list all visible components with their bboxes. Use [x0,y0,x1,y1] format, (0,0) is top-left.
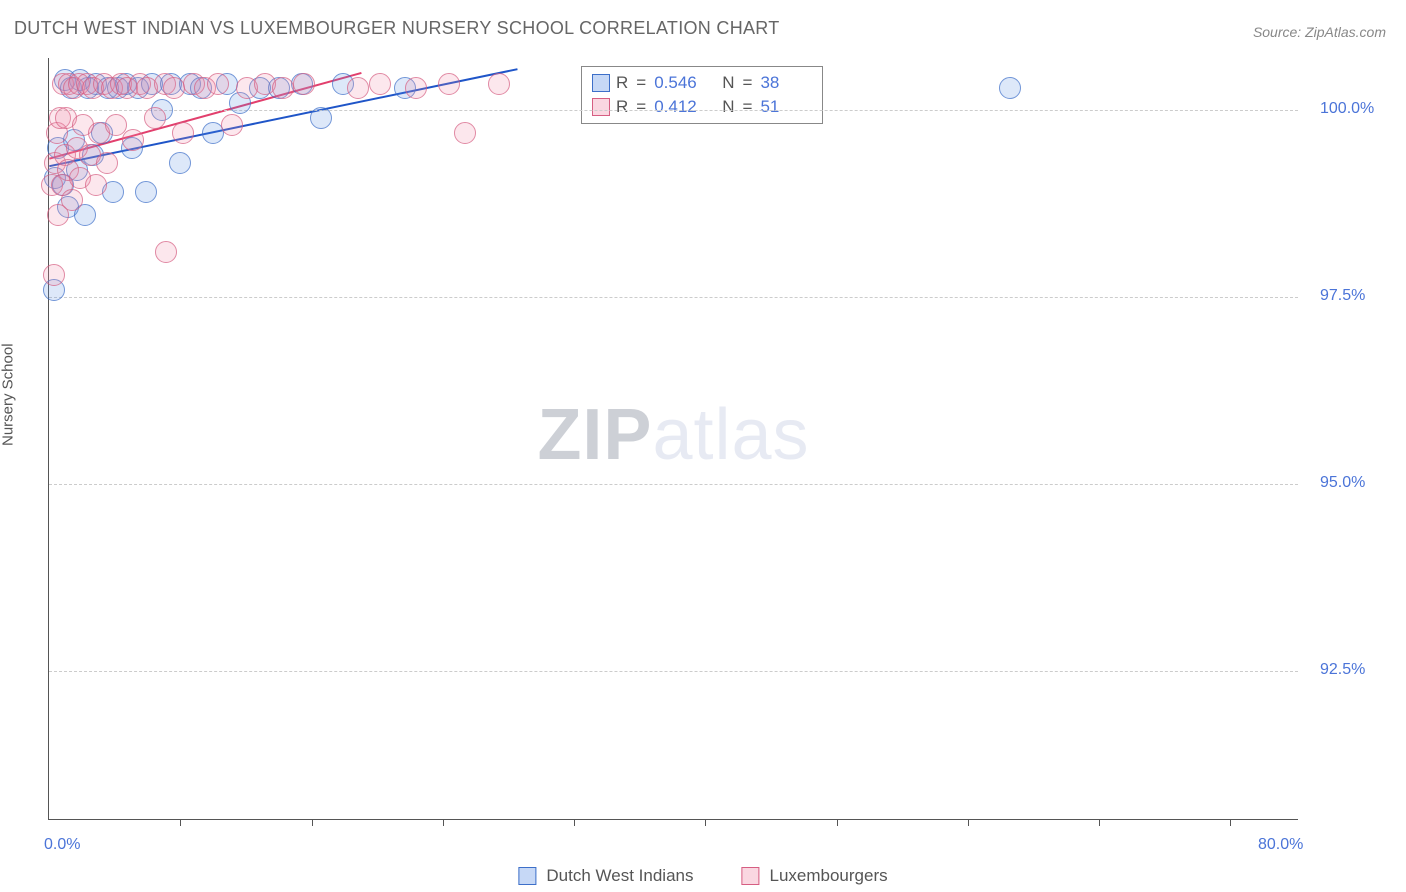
legend-stats-row: R= 0.546 N= 38 [592,71,812,95]
gridline-h [49,671,1298,672]
data-point [488,73,510,95]
legend-swatch [518,867,536,885]
data-point [221,114,243,136]
legend-label: Dutch West Indians [546,866,693,886]
x-tick [312,819,313,826]
legend-stats-row: R= 0.412 N= 51 [592,95,812,119]
legend-r-value: 0.412 [654,97,706,117]
legend-stats-box: R= 0.546 N= 38 R= 0.412 N= 51 [581,66,823,124]
legend-swatch [592,98,610,116]
y-axis-label: Nursery School [0,343,17,446]
watermark: ZIPatlas [537,393,809,475]
y-tick-label: 95.0% [1320,474,1365,492]
data-point [207,73,229,95]
data-point [369,73,391,95]
source-attribution: Source: ZipAtlas.com [1253,24,1386,40]
x-tick [705,819,706,826]
trend-lines [49,58,1298,819]
legend-n-value: 38 [760,73,812,93]
data-point [272,77,294,99]
data-point [310,107,332,129]
data-point [999,77,1021,99]
data-point [85,174,107,196]
data-point [172,122,194,144]
legend-r-label: R [616,97,628,117]
legend-n-value: 51 [760,97,812,117]
chart-title: DUTCH WEST INDIAN VS LUXEMBOURGER NURSER… [14,18,780,39]
data-point [61,189,83,211]
legend-n-label: N [722,73,734,93]
x-tick [180,819,181,826]
legend-n-label: N [722,97,734,117]
legend-swatch [741,867,759,885]
legend-r-value: 0.546 [654,73,706,93]
data-point [454,122,476,144]
watermark-bold: ZIP [537,394,652,474]
data-point [169,152,191,174]
watermark-light: atlas [652,394,809,474]
data-point [96,152,118,174]
y-tick-label: 100.0% [1320,100,1374,118]
data-point [43,264,65,286]
data-point [135,181,157,203]
x-tick [1230,819,1231,826]
data-point [293,73,315,95]
legend-bottom: Dutch West Indians Luxembourgers [518,866,887,886]
y-tick-label: 92.5% [1320,661,1365,679]
legend-item: Dutch West Indians [518,866,693,886]
gridline-h [49,484,1298,485]
chart-container: DUTCH WEST INDIAN VS LUXEMBOURGER NURSER… [0,0,1406,892]
data-point [163,77,185,99]
data-point [144,107,166,129]
data-point [405,77,427,99]
gridline-h [49,297,1298,298]
x-tick [968,819,969,826]
legend-item: Luxembourgers [741,866,887,886]
legend-label: Luxembourgers [769,866,887,886]
x-tick [574,819,575,826]
legend-r-label: R [616,73,628,93]
y-tick-label: 97.5% [1320,287,1365,305]
data-point [438,73,460,95]
x-tick [443,819,444,826]
data-point [347,77,369,99]
x-range-label-min: 0.0% [44,836,80,854]
data-point [155,241,177,263]
x-tick [837,819,838,826]
data-point [122,129,144,151]
plot-area: ZIPatlas R= 0.546 N= 38 R= 0.412 N= 51 [48,58,1298,820]
x-tick [1099,819,1100,826]
legend-swatch [592,74,610,92]
x-range-label-max: 80.0% [1258,836,1303,854]
